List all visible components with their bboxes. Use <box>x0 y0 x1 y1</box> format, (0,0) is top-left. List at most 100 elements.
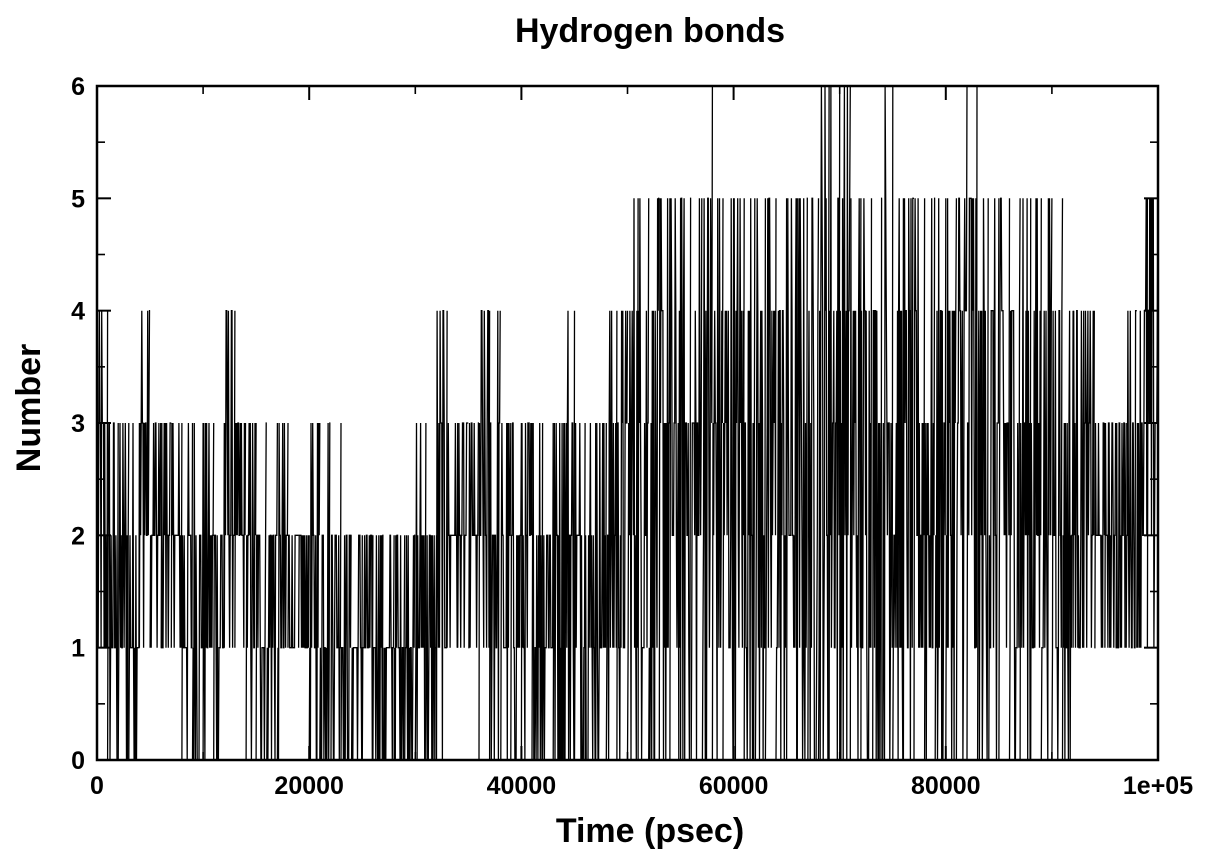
series-line-segment <box>775 198 788 761</box>
series-line-segment <box>425 534 438 761</box>
series-line-segment <box>106 422 119 761</box>
series-line-segment <box>372 534 384 761</box>
series-line-segment <box>966 85 978 761</box>
series-line-segment <box>849 198 862 761</box>
series-line-segment <box>531 422 544 761</box>
series-line-segment <box>478 310 491 761</box>
series-line-segment <box>871 197 883 761</box>
series-line-segment <box>552 422 565 761</box>
series-line-segment <box>287 534 299 649</box>
series-line-segment <box>988 198 1000 761</box>
series-line-segment <box>117 422 130 761</box>
series-line-segment <box>541 422 554 761</box>
series-line-segment <box>584 422 597 761</box>
series-line-segment <box>563 310 576 761</box>
series-line-segment <box>468 422 480 649</box>
tick-labels: 0 20000 40000 60000 80000 1e+05 0 1 2 3 4 5 6 <box>71 73 1193 800</box>
series-line-segment <box>796 197 808 761</box>
series-line-segment <box>382 534 395 761</box>
series-line-segment <box>934 198 947 761</box>
series-line-segment <box>266 422 279 761</box>
series-line-segment <box>297 534 310 649</box>
series-line-segment <box>393 534 406 761</box>
series-line-segment <box>839 85 851 761</box>
series-line-segment <box>435 310 448 761</box>
series-line-segment <box>1061 310 1074 761</box>
series-line-segment <box>223 310 236 648</box>
series-line-segment <box>1051 198 1064 761</box>
y-tick-label: 2 <box>71 522 85 550</box>
series-line-segment <box>785 198 798 761</box>
series-line-segment <box>1125 310 1137 649</box>
x-tick-label: 1e+05 <box>1123 772 1193 800</box>
x-tick-label: 60000 <box>699 772 769 800</box>
series-line-segment <box>330 422 342 761</box>
series-line-segment <box>828 85 841 761</box>
series-line-segment <box>128 422 141 761</box>
series-line-segment <box>1115 422 1127 649</box>
series-line-segment <box>414 422 427 761</box>
y-tick-label: 0 <box>71 747 85 775</box>
series-line-segment <box>520 422 533 761</box>
series-line-segment <box>160 422 172 649</box>
series-line-segment <box>955 85 968 761</box>
series-line-segment <box>350 534 363 761</box>
y-tick-label: 6 <box>71 73 85 101</box>
chart-title: Hydrogen bonds <box>515 12 785 50</box>
y-tick-label: 1 <box>71 635 85 663</box>
series-line-segment <box>191 422 204 761</box>
series-line-segment <box>446 422 459 648</box>
y-tick-label: 3 <box>71 410 85 438</box>
series-line-segment <box>732 198 745 761</box>
series-line-segment <box>1030 198 1042 761</box>
series-line-segment <box>488 310 501 761</box>
plot-frame <box>95 84 1160 762</box>
series-line-segment <box>308 422 321 761</box>
series-line-segment <box>213 422 225 761</box>
series-line-segment <box>573 422 586 761</box>
series-line-segment <box>807 197 820 761</box>
series-line-segment <box>605 310 618 761</box>
series-line-segment <box>595 422 607 761</box>
x-tick-label: 0 <box>90 772 104 800</box>
y-axis-label: Number <box>10 344 48 472</box>
series-line-segment <box>945 198 958 761</box>
series-line-segment <box>722 198 735 761</box>
series-line-segment <box>679 197 692 761</box>
series-line-segment <box>701 85 714 761</box>
series-line-segment <box>1040 198 1053 761</box>
series-line-segment <box>882 85 894 761</box>
series-line-segment <box>170 422 183 648</box>
series-line-segment <box>245 422 257 761</box>
series-line-segment <box>1104 422 1117 648</box>
x-tick-label: 20000 <box>274 772 344 800</box>
series-line-segment <box>149 422 162 648</box>
series-line-segment <box>817 85 830 761</box>
series-line-segment <box>1072 310 1085 649</box>
series-line-segment <box>711 198 724 761</box>
series-line-segment <box>892 198 905 761</box>
series-line-segment <box>754 198 767 761</box>
series-line-segment <box>457 422 469 648</box>
series-line-segment <box>764 197 777 761</box>
series-line-segment <box>616 310 629 761</box>
plot-area <box>96 85 1159 761</box>
series-line-segment <box>923 197 936 761</box>
x-tick-label: 80000 <box>911 772 981 800</box>
series-line-segment <box>743 198 756 761</box>
series-line-segment <box>319 422 331 761</box>
x-tick-label: 40000 <box>487 772 557 800</box>
series-line-segment <box>276 422 289 761</box>
series-line-segment <box>234 422 247 648</box>
series-line-segment <box>510 422 523 761</box>
series-line-segment <box>1094 422 1106 649</box>
series-line-segment <box>648 197 660 761</box>
series-line-segment <box>976 198 989 761</box>
series-line-segment <box>255 422 267 761</box>
series-line-segment <box>913 198 926 761</box>
series-line-segment <box>404 534 416 761</box>
series-line-segment <box>626 198 639 761</box>
series-line-segment <box>1008 198 1021 761</box>
series-line-segment <box>500 422 512 761</box>
